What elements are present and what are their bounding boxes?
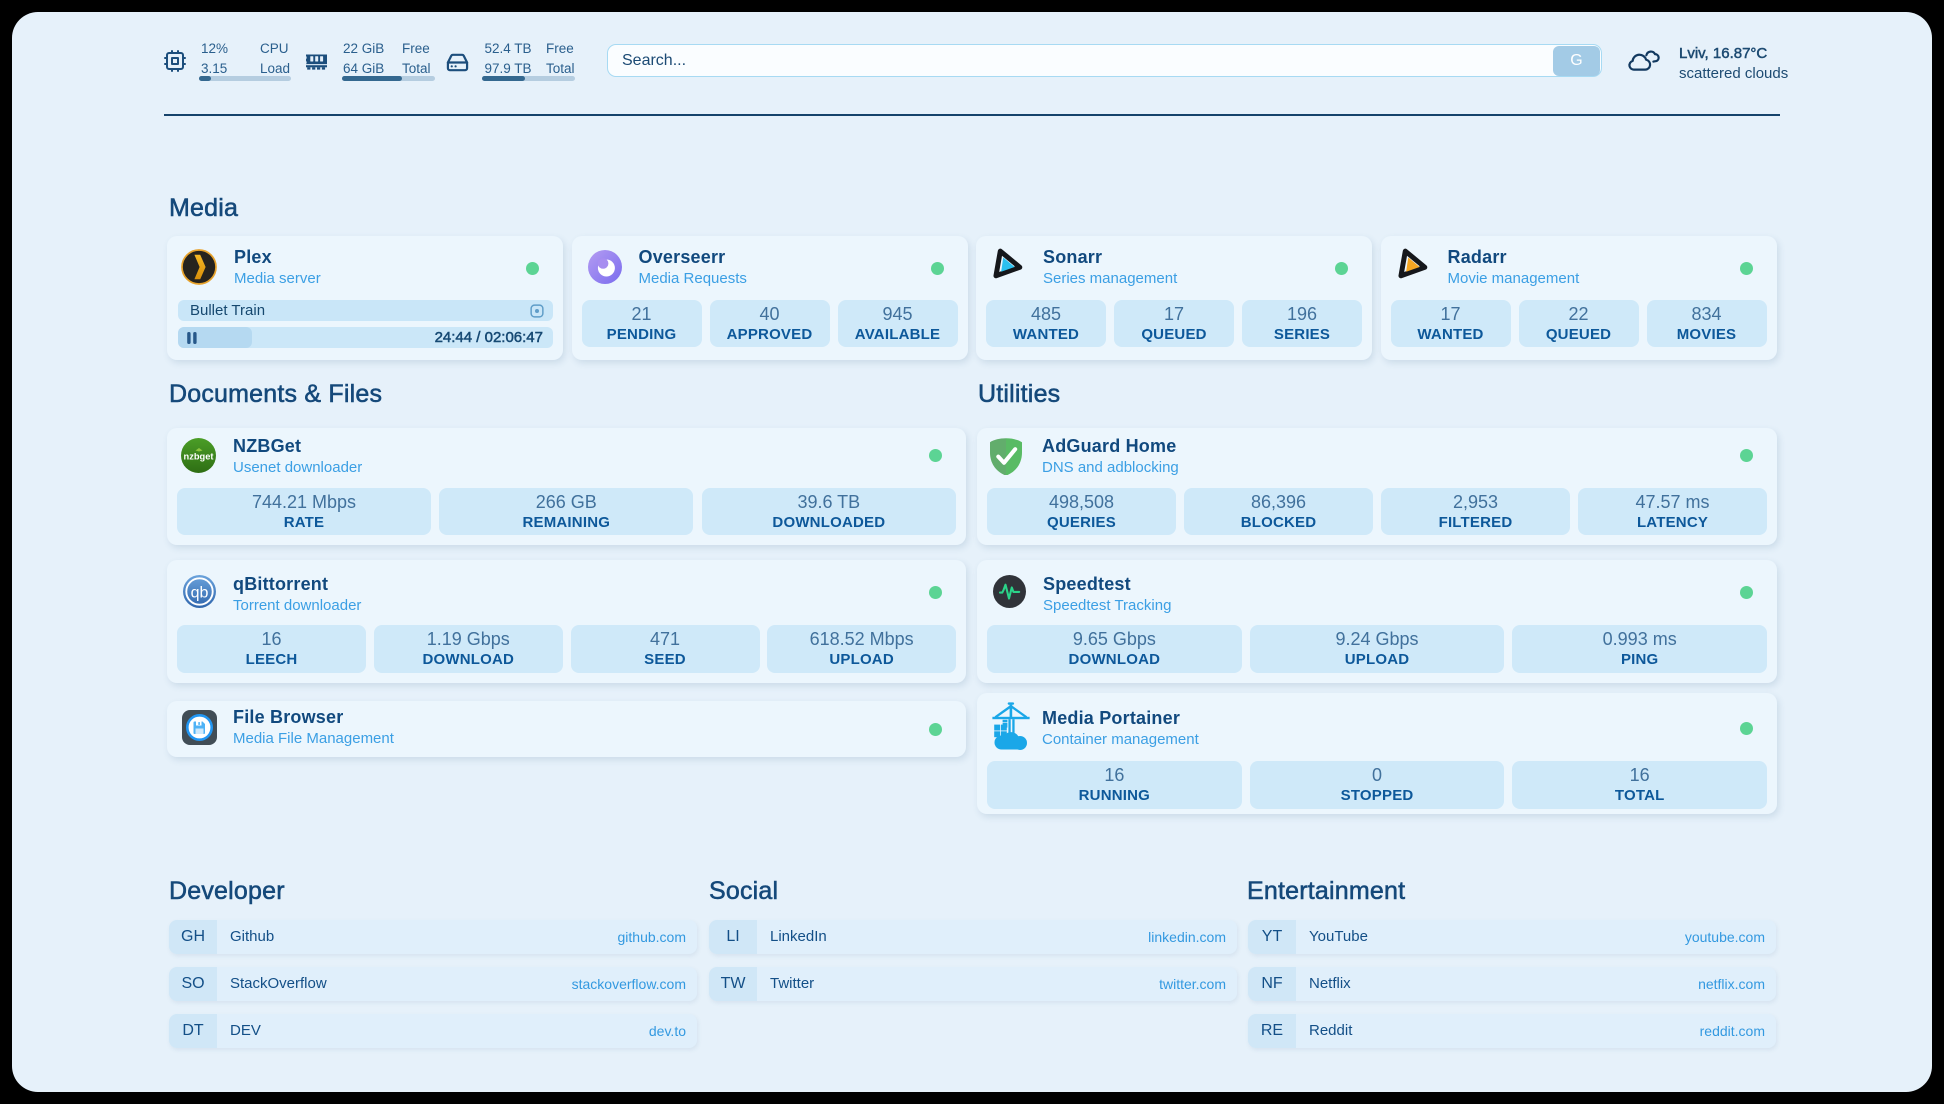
svg-text:nzbget: nzbget xyxy=(184,452,214,462)
svg-text:qb: qb xyxy=(191,584,209,601)
